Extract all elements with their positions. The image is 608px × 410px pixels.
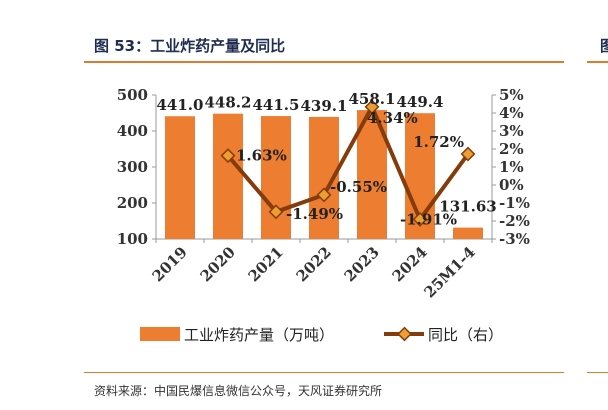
category-label: 2022 — [293, 243, 335, 285]
bar — [453, 227, 483, 239]
line-value-label: -0.55% — [330, 178, 387, 196]
right-tick-label: -1% — [499, 194, 530, 212]
category-label: 2023 — [341, 243, 383, 285]
left-tick-label: 500 — [117, 86, 148, 104]
left-tick-label: 300 — [117, 158, 148, 176]
left-tick-label: 200 — [117, 194, 148, 212]
left-tick-label: 400 — [117, 122, 148, 140]
line-marker — [268, 204, 284, 220]
line-value-label: 1.72% — [413, 133, 464, 151]
left-tick-label: 100 — [117, 230, 148, 248]
right-tick-label: 1% — [499, 158, 524, 176]
line-marker — [460, 146, 476, 162]
right-tick-label: -2% — [499, 212, 530, 230]
category-label: 25M1-4 — [420, 243, 478, 301]
right-tick-label: 2% — [499, 140, 524, 158]
legend: 工业炸药产量（万吨） 同比（右） — [140, 326, 503, 344]
chart: 100 200 300 400 500 -3%-2%-1%0%1%2%3%4%5% 2019… — [117, 86, 530, 344]
bar-value-label: 439.1 — [301, 97, 348, 115]
bar — [213, 113, 243, 239]
bar — [165, 116, 195, 239]
bar-value-label: 449.4 — [397, 93, 444, 111]
next-figure-rule — [587, 61, 608, 63]
data-labels: 441.0 448.2 441.5 439.1 458.1 449.4 131.63 1.63… — [157, 90, 497, 228]
right-tick-label: 3% — [499, 122, 524, 140]
figure-title: 图 53：工业炸药产量及同比 — [94, 37, 286, 55]
right-tick-label: 5% — [499, 86, 524, 104]
next-figure-source-rule — [587, 372, 608, 373]
yoy-line — [226, 104, 470, 222]
bar-value-label: 131.63 — [439, 198, 496, 216]
source-rule — [84, 372, 564, 373]
legend-line-label: 同比（右） — [428, 326, 503, 344]
bar-value-label: 448.2 — [205, 94, 252, 112]
bar-value-label: 441.5 — [253, 96, 300, 114]
next-figure-title-fragment: 图 — [600, 37, 608, 55]
legend-line-marker — [397, 326, 412, 342]
line-value-label: 1.63% — [236, 147, 287, 165]
legend-bar-label: 工业炸药产量（万吨） — [184, 326, 334, 344]
line-value-label: -1.91% — [400, 210, 457, 228]
line-value-label: 4.34% — [367, 109, 418, 127]
title-rule — [84, 61, 564, 63]
line-marker — [316, 187, 332, 203]
line-marker — [412, 211, 428, 227]
category-label: 2020 — [197, 243, 239, 285]
category-label: 2024 — [389, 243, 431, 285]
bar-value-label: 441.0 — [157, 96, 204, 114]
line-value-label: -1.49% — [286, 205, 343, 223]
legend-bar-swatch — [140, 327, 180, 341]
figure-source: 资料来源：中国民爆信息微信公众号，天风证券研究所 — [94, 384, 383, 398]
right-tick-label: 4% — [499, 104, 524, 122]
right-tick-label: -3% — [499, 230, 530, 248]
line-marker — [220, 148, 236, 164]
category-label: 2019 — [149, 243, 191, 285]
category-label: 2021 — [245, 243, 287, 285]
line-series — [220, 99, 476, 227]
bar-value-label: 458.1 — [349, 90, 396, 108]
line-marker — [364, 99, 380, 115]
right-tick-label: 0% — [499, 176, 524, 194]
